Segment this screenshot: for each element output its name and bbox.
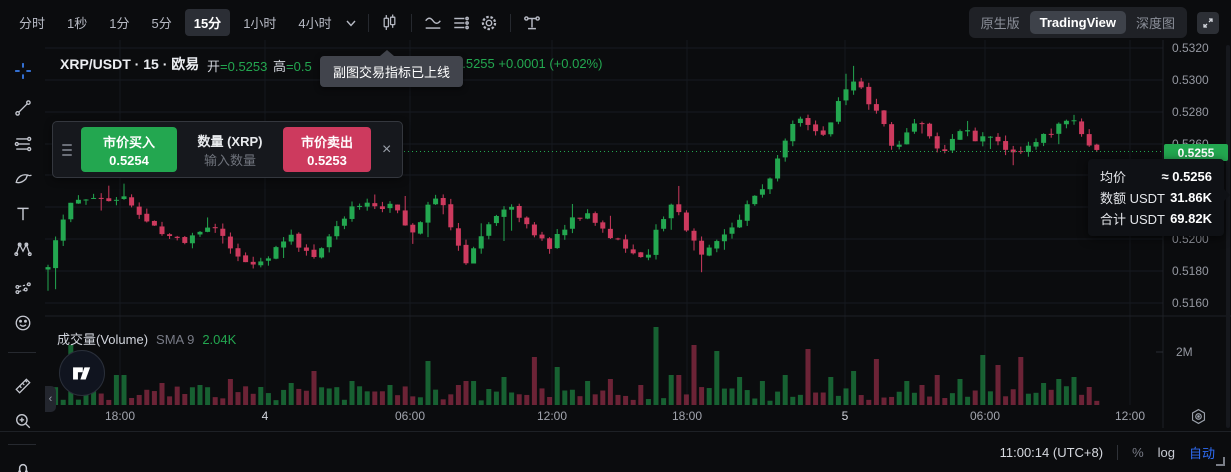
candlestick-style-icon[interactable] [376, 9, 404, 37]
interval-4小时[interactable]: 4小时 [298, 16, 332, 31]
zoom-in-icon[interactable] [8, 406, 38, 436]
drawing-toolbar [0, 45, 45, 472]
volume-pane-header: 成交量(Volume) SMA 9 2.04K [57, 329, 236, 348]
price-axis-label: 0.5160 [1172, 296, 1209, 310]
time-axis-label: 4 [261, 409, 269, 423]
emoji-icon[interactable] [8, 308, 38, 338]
interval-5分[interactable]: 5分 [151, 16, 172, 31]
toolbar-divider [8, 352, 36, 353]
interval-1小时[interactable]: 1小时 [243, 16, 277, 31]
xabcd-pattern-icon[interactable] [8, 234, 38, 264]
symbol-title: XRP/USDT · 15 · 欧易 [60, 56, 200, 72]
time-axis-label: 06:00 [969, 409, 1001, 423]
settings-gear-icon[interactable] [475, 9, 503, 37]
ohlc-open: 开=0.5253 [207, 59, 268, 74]
volume-sma-value: 2.04K [202, 332, 237, 347]
time-axis-label: 18:00 [671, 409, 703, 423]
volume-sma-label: SMA 9 [156, 332, 195, 347]
toolbar-divider [410, 13, 412, 32]
quantity-input[interactable] [190, 153, 270, 168]
last-price-change: 0.5255 +0.0001 (+0.02%) [455, 56, 603, 71]
ohlc-high: 高=0.5 [273, 59, 312, 74]
view-mode-tabs: 原生版 TradingView 深度图 [968, 7, 1187, 38]
interval-selector: 分时 1秒 1分 5分 15分 1小时 4小时 [10, 9, 341, 36]
interval-分时[interactable]: 分时 [19, 16, 46, 31]
brush-icon[interactable] [8, 164, 38, 194]
price-axis-label: 0.5300 [1172, 73, 1209, 87]
bottom-status-bar: 11:00:14 (UTC+8) % log 自动 [0, 431, 1231, 472]
ruler-icon[interactable] [8, 371, 38, 401]
drag-handle-icon[interactable] [62, 143, 72, 156]
text-tool-icon[interactable] [8, 199, 38, 229]
indicator-notice-tooltip: 副图交易指标已上线 [320, 50, 464, 87]
volume-title: 成交量(Volume) [57, 332, 149, 347]
price-axis-label: 0.5280 [1172, 105, 1209, 119]
time-axis-label: 18:00 [104, 409, 136, 423]
view-tab-深度图[interactable]: 深度图 [1135, 16, 1175, 31]
price-axis-label: 0.5320 [1172, 41, 1209, 55]
view-tab-TradingView[interactable]: TradingView [1029, 11, 1126, 34]
volume-axis-label: 2M [1176, 345, 1193, 359]
interval-15分[interactable]: 15分 [184, 9, 231, 36]
fib-lines-icon[interactable] [8, 129, 38, 159]
chevron-down-icon[interactable] [341, 9, 361, 37]
close-icon[interactable]: × [382, 140, 392, 158]
time-axis-label: 12:00 [536, 409, 568, 423]
market-sell-button[interactable]: 市价卖出 0.5253 [283, 127, 371, 172]
current-price-badge: 0.5255 [1164, 144, 1228, 161]
crosshair-icon[interactable] [8, 56, 38, 86]
indicators-icon[interactable] [419, 9, 447, 37]
tooltip-row: 合计 USDT 69.82K [1100, 211, 1212, 227]
clock-timezone[interactable]: 11:00:14 (UTC+8) [999, 444, 1104, 460]
resize-handle[interactable] [1216, 457, 1225, 466]
order-info-tooltip: 均价 ≈ 0.5256 数额 USDT 31.86K 合计 USDT 69.82K [1088, 159, 1230, 236]
time-axis-label: 5 [841, 409, 849, 423]
log-scale-toggle[interactable]: log [1157, 444, 1175, 460]
trend-line-icon[interactable] [8, 93, 38, 123]
divider [1117, 444, 1119, 460]
fullscreen-icon[interactable] [1197, 11, 1219, 34]
magnet-icon[interactable] [8, 453, 38, 472]
price-axis-label: 0.5180 [1172, 264, 1209, 278]
forecast-icon[interactable] [8, 272, 38, 302]
quantity-field: 数量 (XRP) [186, 131, 274, 168]
quick-order-widget: 市价买入 0.5254 数量 (XRP) 市价卖出 0.5253 × [52, 121, 404, 178]
view-tab-原生版[interactable]: 原生版 [980, 16, 1020, 31]
interval-1秒[interactable]: 1秒 [67, 16, 88, 31]
scale-compare-icon[interactable] [518, 9, 546, 37]
indicator-templates-icon[interactable] [447, 9, 475, 37]
tooltip-row: 均价 ≈ 0.5256 [1100, 169, 1212, 185]
tradingview-logo [59, 350, 105, 396]
toolbar-divider [367, 13, 369, 32]
time-axis-label: 12:00 [1114, 409, 1146, 423]
time-axis-label: 06:00 [394, 409, 426, 423]
toolbar-divider [509, 13, 511, 32]
vertical-scrollbar[interactable] [1226, 45, 1230, 428]
percent-scale-toggle[interactable]: % [1132, 444, 1144, 460]
tooltip-row: 数额 USDT 31.86K [1100, 190, 1212, 206]
toolbar-divider [8, 444, 36, 445]
time-axis-settings-icon[interactable] [1186, 405, 1210, 427]
pane-collapse-chevron-icon[interactable]: ‹ [45, 386, 56, 412]
auto-scale-toggle[interactable]: 自动 [1188, 445, 1215, 461]
interval-1分[interactable]: 1分 [109, 16, 130, 31]
market-buy-button[interactable]: 市价买入 0.5254 [81, 127, 177, 172]
top-toolbar: 分时 1秒 1分 5分 15分 1小时 4小时 [0, 0, 1231, 45]
